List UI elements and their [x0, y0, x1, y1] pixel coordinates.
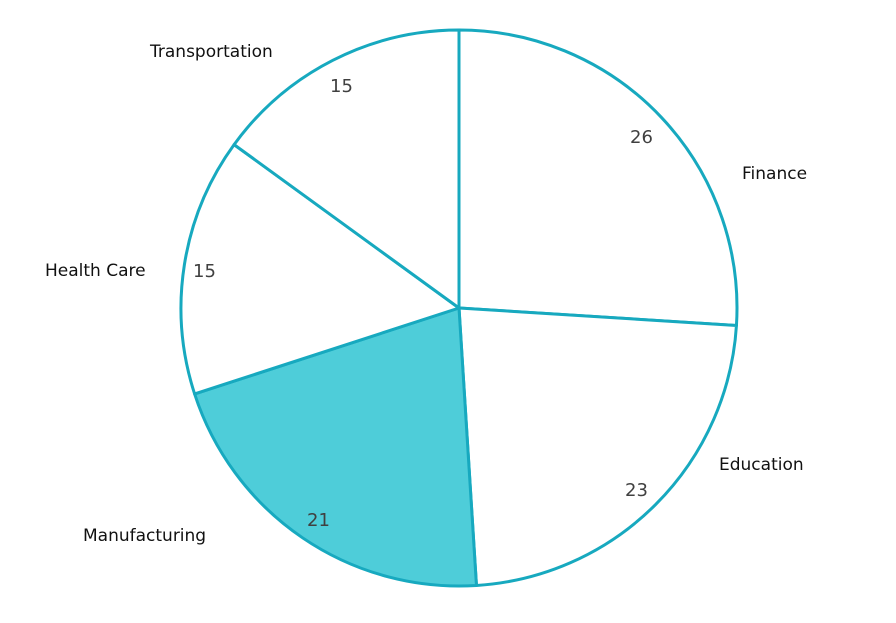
- value-education: 23: [625, 480, 648, 501]
- value-transportation: 15: [330, 76, 353, 97]
- slice-manufacturing: [193, 306, 478, 588]
- label-manufacturing: Manufacturing: [83, 526, 206, 546]
- label-health-care: Health Care: [45, 261, 146, 281]
- slice-transportation: [232, 28, 461, 310]
- pie-slices: [179, 28, 739, 588]
- label-education: Education: [719, 455, 804, 475]
- slice-finance: [457, 28, 739, 327]
- slice-education: [457, 306, 738, 587]
- slice-health-care: [179, 143, 461, 396]
- value-finance: 26: [630, 127, 653, 148]
- label-transportation: Transportation: [149, 42, 273, 62]
- value-health-care: 15: [193, 261, 216, 282]
- value-manufacturing: 21: [307, 510, 330, 531]
- label-finance: Finance: [742, 164, 807, 184]
